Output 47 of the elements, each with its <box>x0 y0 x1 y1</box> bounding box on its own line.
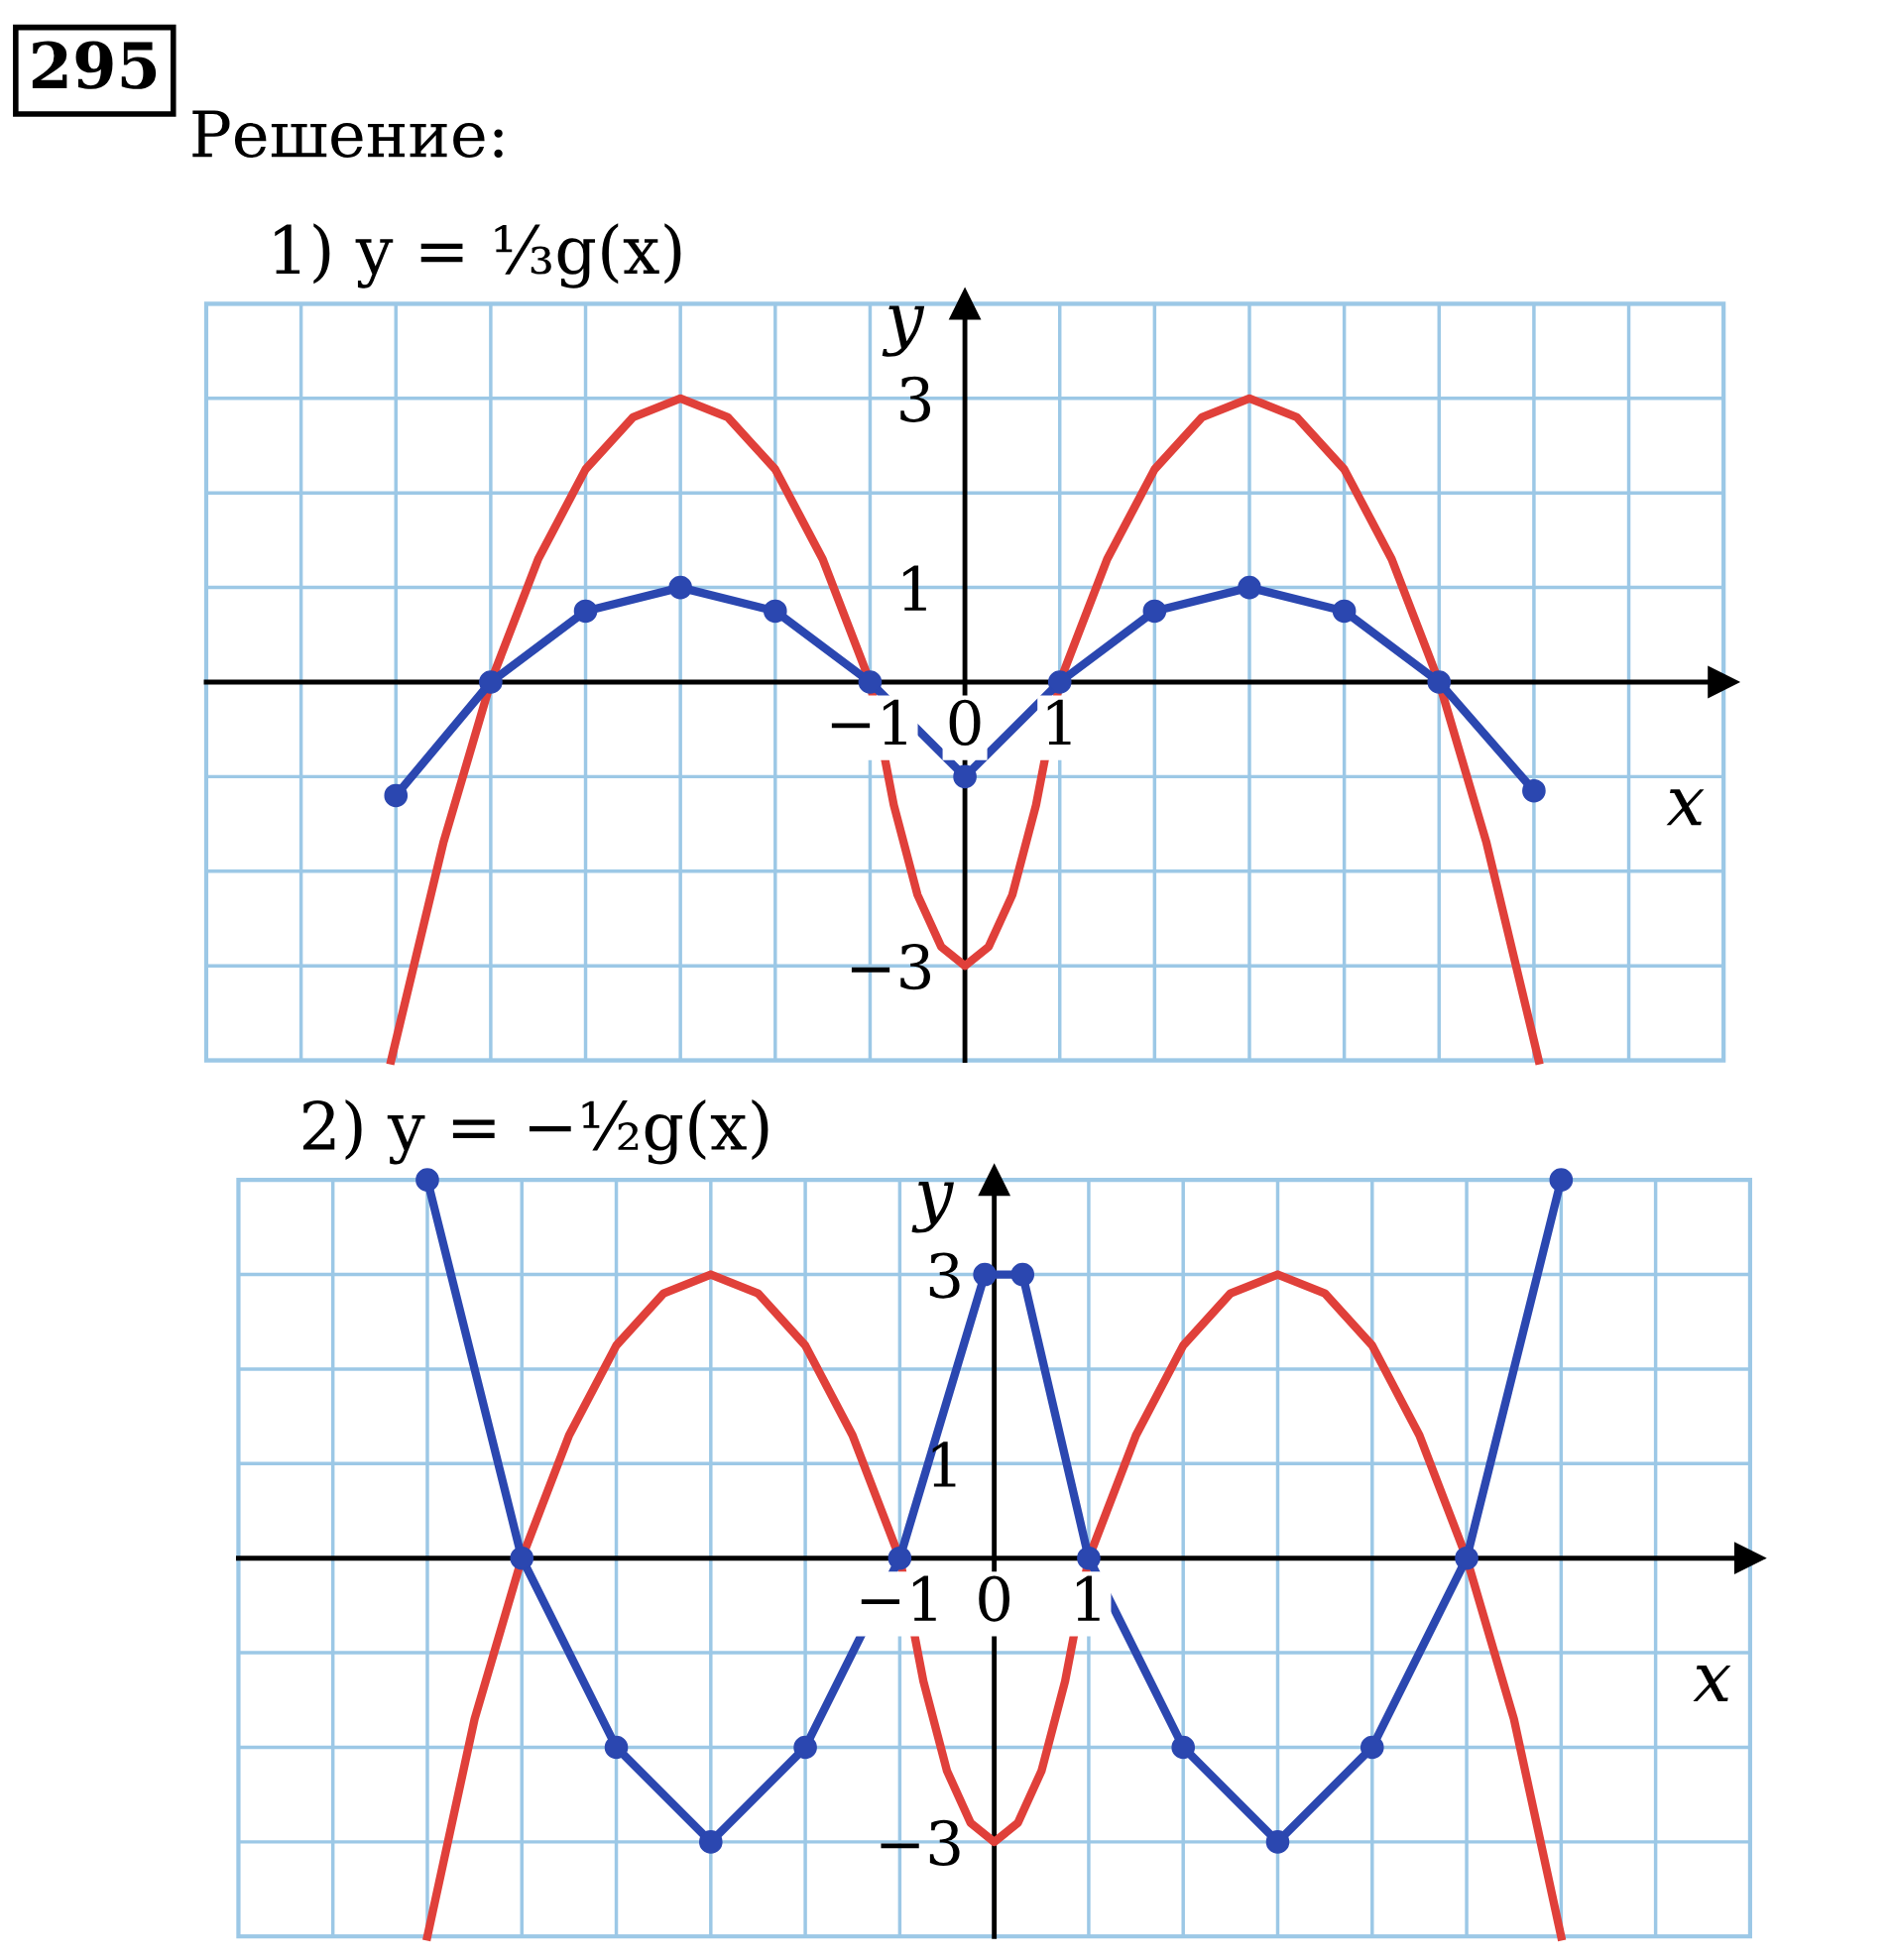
x-tick-label: 0 <box>949 699 981 746</box>
chart-title: 2) y = −½g(x) <box>302 1098 769 1165</box>
point <box>793 1735 817 1760</box>
x-tick-label: −1 <box>831 699 906 746</box>
point <box>1010 1262 1035 1287</box>
point <box>858 670 883 694</box>
x-tick-label: 0 <box>979 1575 1010 1622</box>
point <box>973 1262 997 1287</box>
y-tick-label: −3 <box>881 1819 960 1866</box>
point <box>1171 1735 1196 1760</box>
point <box>479 670 503 694</box>
y-tick-label: 3 <box>929 1252 960 1299</box>
chart-title: 1) y = ⅓g(x) <box>275 223 681 288</box>
x-tick-label: 1 <box>1047 699 1071 746</box>
point <box>1455 1546 1478 1570</box>
point <box>1047 670 1072 694</box>
point <box>699 1830 723 1854</box>
y-tick-label: −3 <box>851 944 930 990</box>
x-axis-title: x <box>1666 789 1705 826</box>
point <box>1332 599 1357 624</box>
text: 295 <box>32 41 157 89</box>
y-tick-label: 3 <box>900 376 930 422</box>
point <box>763 599 787 624</box>
point <box>1427 670 1452 694</box>
point <box>668 575 692 600</box>
point <box>1238 575 1261 600</box>
point <box>1142 599 1167 624</box>
point <box>953 764 977 789</box>
x-tick-label: 1 <box>1076 1575 1100 1621</box>
point <box>1077 1546 1101 1570</box>
y-tick-label: 1 <box>932 1441 956 1487</box>
x-tick-label: −1 <box>861 1575 936 1621</box>
text: Решение: <box>192 110 503 159</box>
y-axis-title: y <box>911 1182 954 1233</box>
point <box>1265 1830 1290 1854</box>
y-tick-label: 1 <box>903 565 926 611</box>
point <box>887 1546 912 1570</box>
point <box>1522 778 1546 803</box>
point <box>573 599 598 624</box>
x-axis-title: x <box>1693 1666 1731 1702</box>
point <box>384 783 409 808</box>
point <box>604 1735 629 1760</box>
point <box>510 1546 534 1570</box>
point <box>415 1168 439 1192</box>
point <box>1360 1735 1384 1760</box>
y-axis-title: y <box>882 305 925 357</box>
point <box>1549 1168 1574 1192</box>
